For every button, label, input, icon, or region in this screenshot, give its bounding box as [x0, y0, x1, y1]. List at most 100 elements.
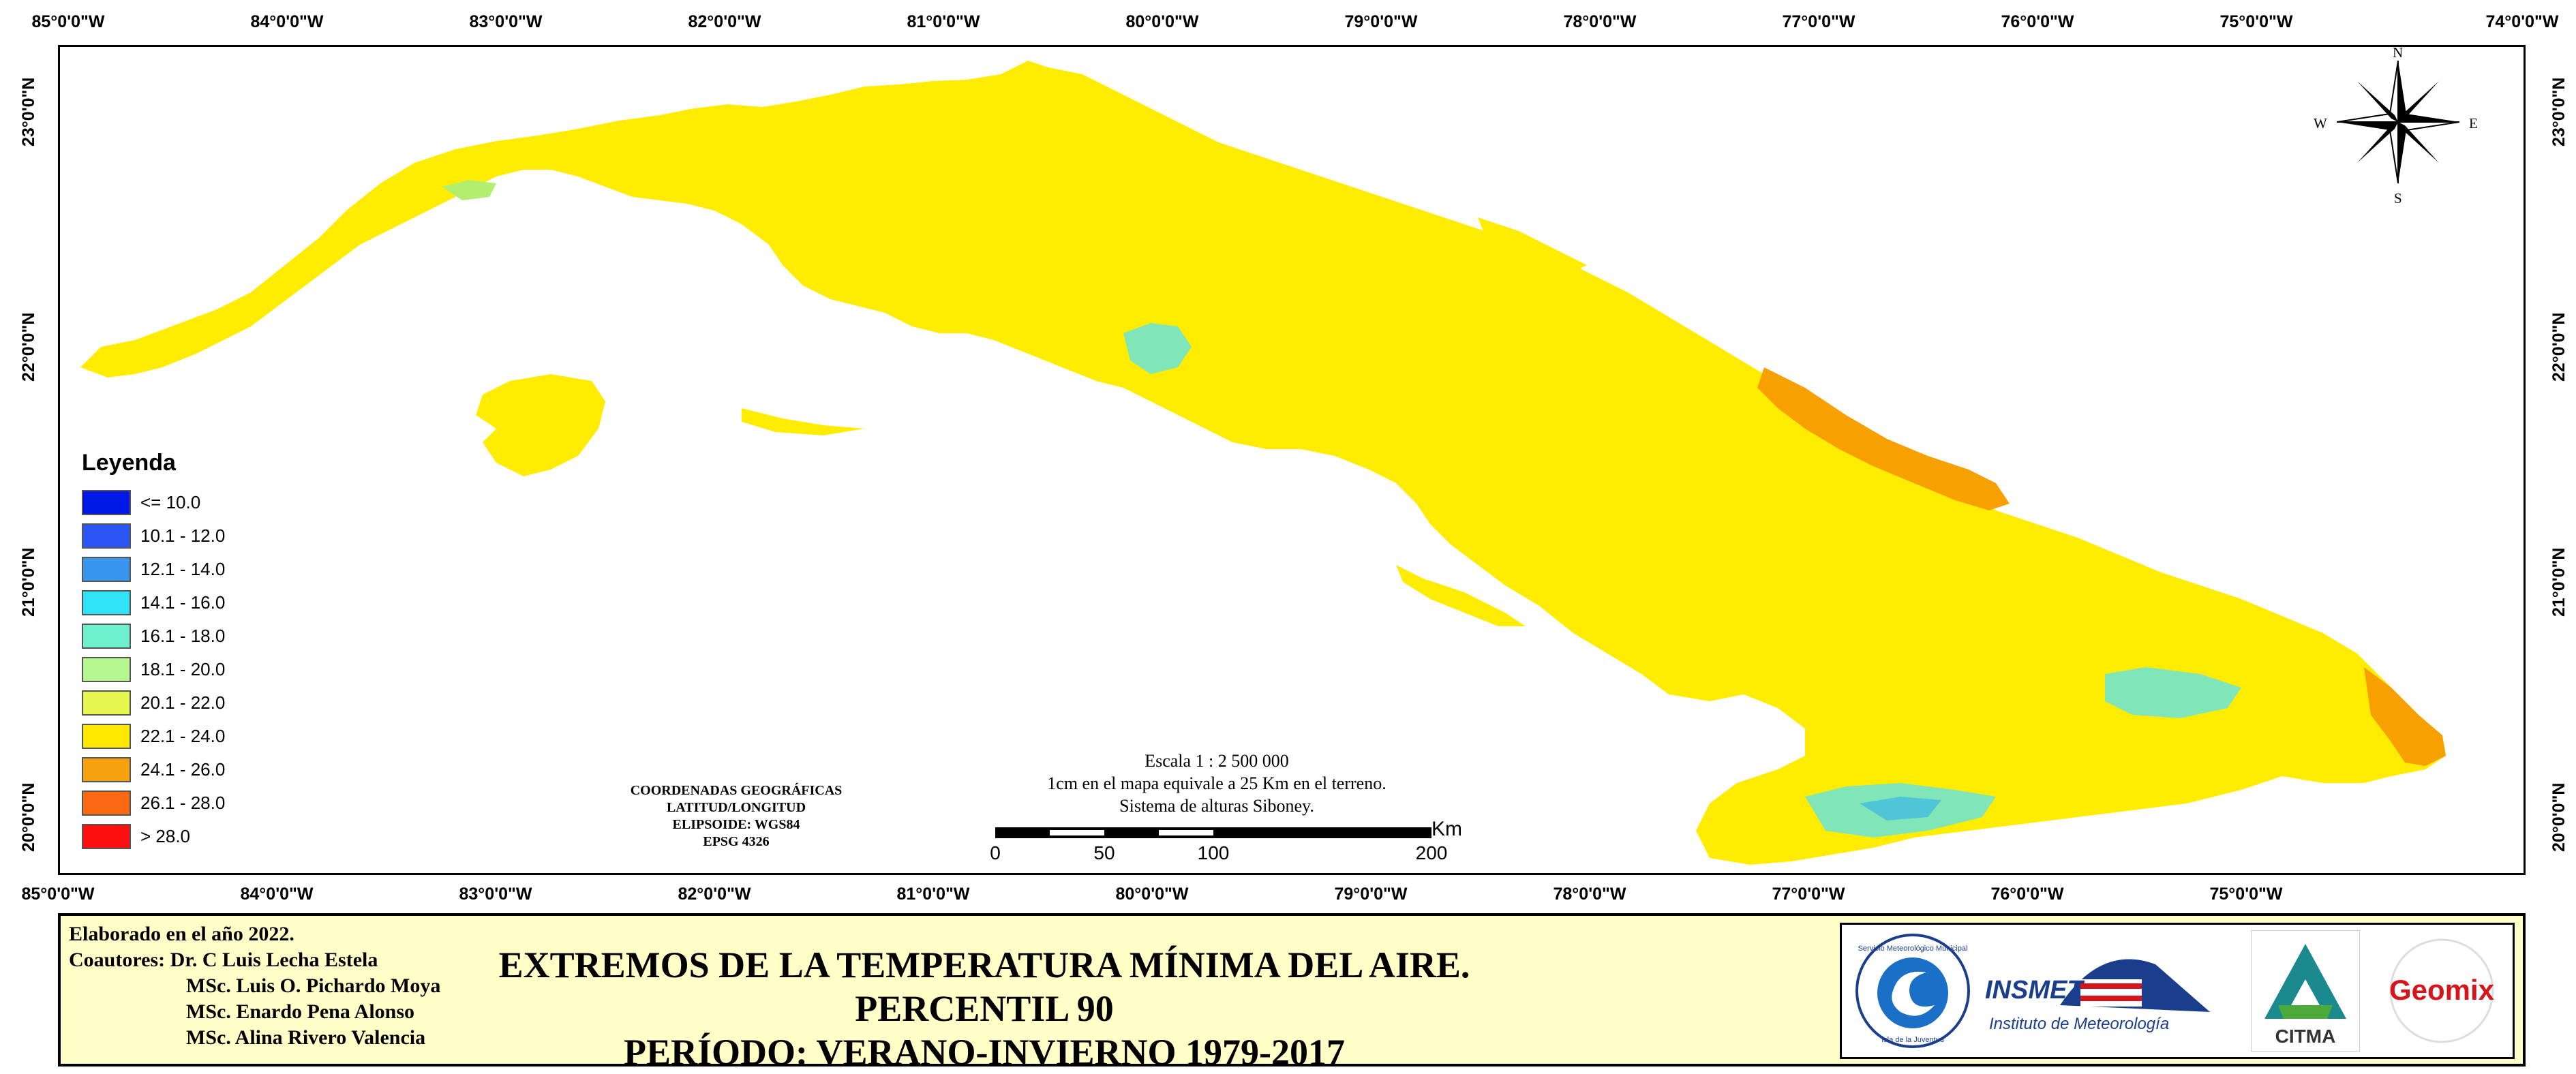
lon-label-top: 80°0'0"W	[1125, 12, 1199, 31]
svg-text:Isla de la Juventud: Isla de la Juventud	[1881, 1036, 1944, 1044]
scale-line-3: Sistema de alturas Siboney.	[1119, 796, 1314, 816]
svg-text:CITMA: CITMA	[2275, 1026, 2336, 1047]
scale-label-100: 100	[1197, 842, 1230, 863]
nipe-cool-patch	[2105, 667, 2241, 718]
legend-label: <= 10.0	[140, 492, 201, 512]
legend-item: 16.1 - 18.0	[82, 619, 225, 653]
authors-block: Elaborado en el año 2022. Coautores: Dr.…	[69, 921, 440, 1051]
scale-label-200: 200	[1415, 842, 1448, 863]
legend-swatch	[82, 724, 131, 749]
legend-item: > 28.0	[82, 820, 225, 853]
svg-text:Servicio Meteorológico Municip: Servicio Meteorológico Municipal	[1858, 945, 1968, 953]
legend-label: 22.1 - 24.0	[140, 726, 226, 746]
legend-swatch	[82, 590, 131, 615]
coord-line-2: LATITUD/LONGITUD	[666, 800, 806, 815]
legend-swatch	[82, 824, 131, 849]
scale-unit: Km	[1431, 818, 1462, 840]
north-cays	[1478, 217, 1587, 272]
map-title: EXTREMOS DE LA TEMPERATURA MÍNIMA DEL AI…	[470, 943, 1499, 1074]
coord-line-3: ELIPSOIDE: WGS84	[672, 817, 800, 832]
lon-label-top: 84°0'0"W	[250, 12, 324, 31]
insmet-logo: INSMET Instituto de Meteorología	[1978, 930, 2230, 1052]
legend-item: 22.1 - 24.0	[82, 720, 225, 753]
map-frame: N S E W	[58, 44, 2526, 875]
lon-label-top: 76°0'0"W	[2001, 12, 2074, 31]
cuba-temperature-map[interactable]	[60, 47, 2524, 873]
legend-label: 16.1 - 18.0	[140, 626, 226, 646]
legend-swatch	[82, 523, 131, 549]
south-cays	[742, 408, 864, 435]
geomix-logo: Geomix	[2389, 938, 2495, 1043]
legend-label: 20.1 - 22.0	[140, 692, 226, 713]
cuba-main-island	[80, 61, 2446, 865]
lat-label-left: 22°0'0"N	[19, 312, 38, 382]
coord-line-4: EPSG 4326	[703, 834, 770, 849]
isla-de-la-juventud	[476, 374, 605, 476]
lat-label-right: 23°0'0"N	[2549, 77, 2569, 147]
legend-swatch	[82, 791, 131, 816]
lon-label-bottom: 82°0'0"W	[678, 885, 751, 904]
lat-label-left: 21°0'0"N	[19, 547, 38, 617]
scale-label-0: 0	[990, 842, 1001, 863]
legend-items: <= 10.0 10.1 - 12.0 12.1 - 14.0 14.1 - 16.0…	[82, 486, 225, 853]
coordinate-system-info: COORDENADAS GEOGRÁFICAS LATITUD/LONGITUD…	[579, 782, 893, 850]
coord-line-1: COORDENADAS GEOGRÁFICAS	[630, 783, 843, 798]
legend-label: 18.1 - 20.0	[140, 659, 226, 679]
legend-item: 12.1 - 14.0	[82, 553, 225, 586]
lon-label-top: 78°0'0"W	[1563, 12, 1637, 31]
legend-item: 18.1 - 20.0	[82, 653, 225, 686]
smm-logo: Servicio Meteorológico Municipal Isla de…	[1855, 934, 1970, 1048]
legend-swatch	[82, 690, 131, 716]
legend-label: 12.1 - 14.0	[140, 559, 226, 579]
lon-label-top: 85°0'0"W	[31, 12, 105, 31]
legend-item: 20.1 - 22.0	[82, 686, 225, 720]
legend-item: 26.1 - 28.0	[82, 786, 225, 820]
lon-label-top: 83°0'0"W	[469, 12, 543, 31]
scale-info: Escala 1 : 2 500 000 1cm en el mapa equi…	[995, 750, 1438, 817]
compass-s: S	[2394, 190, 2402, 206]
svg-text:Instituto de Meteorología: Instituto de Meteorología	[1989, 1015, 2169, 1033]
author-4: MSc. Alina Rivero Valencia	[186, 1026, 426, 1049]
title-line-2: PERÍODO: VERANO-INVIERNO 1979-2017	[623, 1032, 1346, 1073]
lon-label-top: 75°0'0"W	[2219, 12, 2293, 31]
scale-line-1: Escala 1 : 2 500 000	[1145, 751, 1289, 771]
pinar-cool-patch	[442, 180, 496, 200]
lon-label-bottom: 78°0'0"W	[1553, 885, 1626, 904]
elaborado-text: Elaborado en el año 2022.	[69, 923, 294, 945]
lon-label-top: 82°0'0"W	[688, 12, 761, 31]
lon-label-top: 74°0'0"W	[2485, 12, 2559, 31]
lon-label-bottom: 75°0'0"W	[2209, 885, 2283, 904]
compass-e: E	[2469, 115, 2478, 132]
footer-title-block: Elaborado en el año 2022. Coautores: Dr.…	[58, 913, 2526, 1073]
svg-text:Geomix: Geomix	[2389, 974, 2495, 1006]
lat-label-right: 20°0'0"N	[2549, 782, 2569, 852]
jardines-de-la-reina	[1396, 565, 1526, 626]
legend-item: 10.1 - 12.0	[82, 519, 225, 553]
lon-label-bottom: 79°0'0"W	[1334, 885, 1408, 904]
logos-panel: Servicio Meteorológico Municipal Isla de…	[1840, 923, 2515, 1059]
legend-item: 14.1 - 16.0	[82, 586, 225, 619]
lon-label-bottom: 83°0'0"W	[459, 885, 532, 904]
lat-label-left: 20°0'0"N	[19, 782, 38, 852]
author-2: MSc. Luis O. Pichardo Moya	[186, 975, 441, 997]
lon-label-bottom: 80°0'0"W	[1115, 885, 1189, 904]
lat-label-right: 22°0'0"N	[2549, 312, 2569, 382]
legend-item: <= 10.0	[82, 486, 225, 519]
lon-label-bottom: 85°0'0"W	[21, 885, 95, 904]
lon-label-top: 77°0'0"W	[1782, 12, 1855, 31]
legend-swatch	[82, 757, 131, 782]
lat-label-right: 21°0'0"N	[2549, 547, 2569, 617]
escambray-cool-patch	[1123, 323, 1192, 374]
scale-label-50: 50	[1093, 842, 1115, 863]
legend: Leyenda <= 10.0 10.1 - 12.0 12.1 - 14.0 14.…	[82, 450, 225, 853]
legend-swatch	[82, 624, 131, 649]
legend-swatch	[82, 557, 131, 582]
compass-n: N	[2393, 44, 2404, 61]
legend-swatch	[82, 657, 131, 682]
legend-swatch	[82, 490, 131, 515]
orange-northeast-band	[1757, 367, 2010, 510]
author-3: MSc. Enardo Pena Alonso	[186, 1000, 415, 1023]
legend-label: 14.1 - 16.0	[140, 592, 226, 613]
scale-line-2: 1cm en el mapa equivale a 25 Km en el te…	[1047, 773, 1387, 793]
orange-east-tip	[2364, 667, 2446, 766]
